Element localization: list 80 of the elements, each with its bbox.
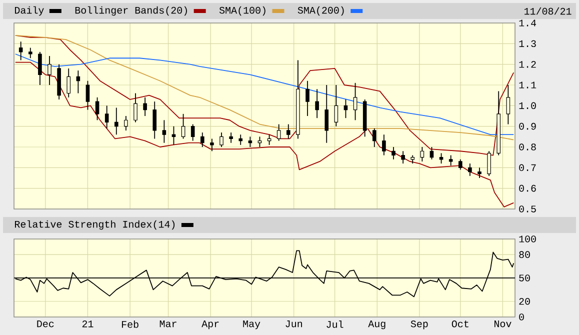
x-tick-label: Mar [160,320,176,328]
candlestick [66,68,71,98]
candlestick [382,134,386,156]
candlestick [248,136,252,148]
x-tick-label: Feb [122,320,138,328]
candlestick [506,84,510,125]
candlestick [334,84,338,127]
candlestick [152,101,157,140]
legend-label: Daily [14,6,44,16]
candlestick [181,113,186,140]
candlestick [104,105,109,129]
y-tick-label: 0 [519,314,524,320]
candlestick [134,92,138,123]
legend-label: Relative Strength Index(14) [14,220,175,230]
candlestick [28,47,32,59]
y-tick-label: 100 [519,236,536,242]
candlestick [324,84,329,144]
x-tick-label: Jun [286,320,302,328]
candlestick [162,120,166,144]
candlestick [220,132,224,148]
candlestick [95,96,100,121]
candlestick [143,96,147,116]
y-tick-label: 1.4 [519,20,536,26]
y-tick-label: 1.2 [519,60,536,68]
candlestick [448,154,453,166]
candlestick [210,138,214,152]
legend-label: SMA(100) [219,6,266,16]
candlestick [392,146,396,160]
candlestick [86,80,90,110]
y-tick-label: 80 [519,251,530,258]
x-tick-label: Oct [452,320,468,328]
y-tick-label: 20 [519,298,530,305]
candlestick [458,158,462,170]
candlestick [172,126,176,146]
candlestick [258,136,262,148]
candlestick [190,124,195,142]
line-series [14,62,514,208]
candlestick [76,70,80,94]
candlestick [353,82,358,121]
x-tick-label: May [243,320,260,330]
y-tick-label: 1.3 [519,40,536,48]
candlestick [267,134,272,146]
x-tick-label: Sep [410,320,428,330]
y-tick-label: 0.7 [519,164,536,172]
text: 11/08/21 [524,7,572,15]
candlestick [420,146,424,162]
candlestick [468,163,472,176]
y-tick-label: 0.6 [519,184,536,192]
candlestick [315,88,319,119]
candlestick [306,80,310,116]
y-tick-label: 0.9 [519,122,536,130]
y-tick-label: 0.5 [519,206,536,212]
candlestick [401,150,405,164]
x-tick-label: Apr [202,320,219,330]
line-series [14,54,514,136]
legend-label: SMA(200) [298,6,344,16]
candlestick [200,132,204,148]
candlestick [276,124,281,142]
x-tick-label: Aug [368,320,386,330]
candlestick [48,56,52,86]
candlestick [286,124,290,140]
candlestick [38,51,42,86]
y-tick-label: 0.8 [519,144,536,150]
candlestick [114,107,118,136]
x-tick-label: 21 [82,320,94,328]
y-tick-label: 1.1 [519,82,536,88]
x-tick-label: Jul [326,320,344,328]
candlestick [18,41,23,61]
candlestick [487,150,491,176]
legend-label: Bollinger Bands(20) [75,6,187,16]
x-tick-label: Nov [494,320,512,328]
candlestick [372,128,376,148]
candlestick [238,134,243,146]
candlestick [124,116,128,131]
candlestick [439,152,444,164]
y-tick-label: 1.0 [519,102,536,110]
x-tick-label: Dec [37,320,54,328]
y-tick-label: 50 [519,274,530,282]
candlestick [229,132,233,144]
candlestick [478,167,482,178]
